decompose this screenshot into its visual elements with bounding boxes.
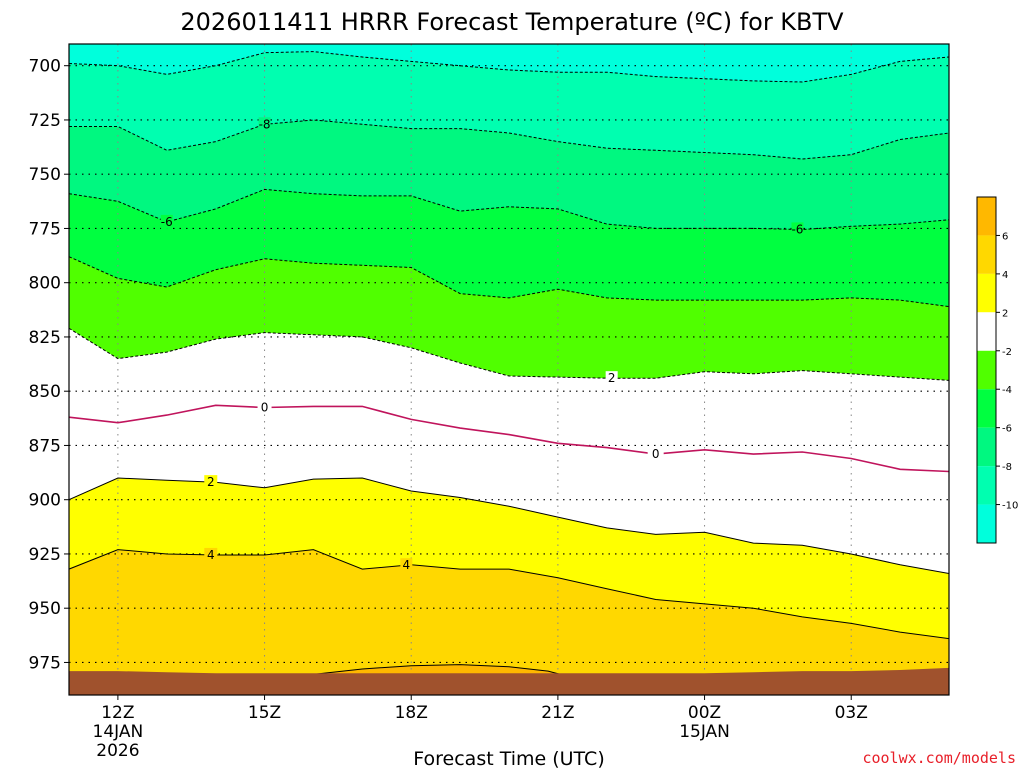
- contour-label: -8: [259, 117, 271, 131]
- chart-grid: [69, 44, 949, 695]
- contour-label: 4: [207, 548, 215, 562]
- x-tick-label: 00Z: [688, 703, 721, 723]
- colorbar-swatch: [977, 427, 996, 467]
- colorbar-frame: [976, 196, 997, 544]
- isotherm-line: [69, 188, 949, 231]
- colorbar-swatch: [977, 273, 996, 313]
- contour-label-bg: [258, 117, 271, 132]
- y-tick-label: 850: [29, 382, 61, 402]
- colorbar-label: -8: [1002, 462, 1012, 473]
- isotherm-line: [69, 256, 949, 308]
- y-tick-label: 925: [29, 545, 61, 565]
- credit-text: coolwx.com/models: [862, 749, 1016, 767]
- y-tick-label: 700: [29, 57, 61, 77]
- y-axis: 700 725 750 775 800 825 850 875 900 925 950 975: [29, 57, 69, 673]
- contour-labels: 4 4 2 0 0 2 -6 -6 -8: [160, 117, 804, 573]
- isotherm-line: [69, 51, 949, 83]
- x-tick-year-label: 2026: [96, 741, 139, 761]
- contour-label: -6: [161, 215, 173, 229]
- colorbar-label: 2: [1002, 308, 1008, 319]
- colorbar-label: 6: [1002, 231, 1008, 242]
- y-tick-label: 800: [29, 274, 61, 294]
- contour-label-bg: [605, 371, 618, 386]
- colorbar-label: -4: [1002, 385, 1012, 396]
- isotherm-line: [69, 119, 949, 160]
- y-tick-label: 825: [29, 328, 61, 348]
- isotherm-line: [69, 404, 949, 473]
- contour-label-bg: [257, 400, 272, 415]
- contour-label: -6: [791, 222, 803, 236]
- ground-fill: [69, 667, 949, 695]
- x-tick-label: 18Z: [395, 703, 428, 723]
- contour-label: 0: [652, 447, 660, 461]
- x-tick-date-label: 15JAN: [679, 722, 730, 742]
- isotherm-line: [69, 327, 949, 381]
- y-tick-label: 975: [29, 653, 61, 673]
- contour-label-bg: [204, 475, 218, 490]
- colorbar-label: -2: [1002, 347, 1012, 358]
- temperature-fill-bands: [69, 44, 949, 695]
- colorbar-label: -6: [1002, 424, 1012, 435]
- contour-label-bg: [160, 214, 173, 229]
- plot-frame: [68, 43, 950, 696]
- ground-surface: [69, 667, 949, 695]
- x-tick-date-label: 14JAN: [93, 722, 144, 742]
- y-tick-label: 950: [29, 599, 61, 619]
- x-tick-label: 12Z: [101, 703, 134, 723]
- contour-label: 0: [261, 400, 269, 414]
- colorbar-swatch: [977, 197, 996, 236]
- contour-label-bg: [400, 558, 413, 573]
- colorbar-legend: 6 4 2 -2 -4 -6 -8 -10: [976, 196, 1018, 544]
- colorbar-swatch: [977, 235, 996, 274]
- contour-label: 4: [403, 558, 411, 572]
- y-tick-label: 775: [29, 219, 61, 239]
- colorbar-label: 4: [1002, 270, 1008, 281]
- contour-label: 2: [608, 371, 616, 385]
- colorbar-label: -10: [1002, 501, 1018, 512]
- colorbar-swatch: [977, 504, 996, 543]
- contour-label-bg: [791, 222, 804, 237]
- y-tick-label: 875: [29, 436, 61, 456]
- y-tick-label: 900: [29, 491, 61, 511]
- contour-label-bg: [647, 447, 664, 462]
- y-tick-label: 725: [29, 111, 61, 131]
- band-fill: [69, 549, 949, 695]
- y-tick-label: 750: [29, 165, 61, 185]
- colorbar-swatch: [977, 389, 996, 428]
- colorbar-swatch: [977, 466, 996, 505]
- chart-title: 2026011411 HRRR Forecast Temperature (ºC…: [180, 8, 844, 36]
- colorbar-swatch: [977, 312, 996, 351]
- x-axis-label: Forecast Time (UTC): [413, 748, 604, 768]
- x-tick-label: 15Z: [248, 703, 281, 723]
- colorbar-swatch: [977, 350, 996, 390]
- contour-label: 2: [207, 475, 215, 489]
- contour-label-bg: [204, 547, 218, 562]
- x-tick-label: 21Z: [541, 703, 574, 723]
- x-tick-label: 03Z: [835, 703, 868, 723]
